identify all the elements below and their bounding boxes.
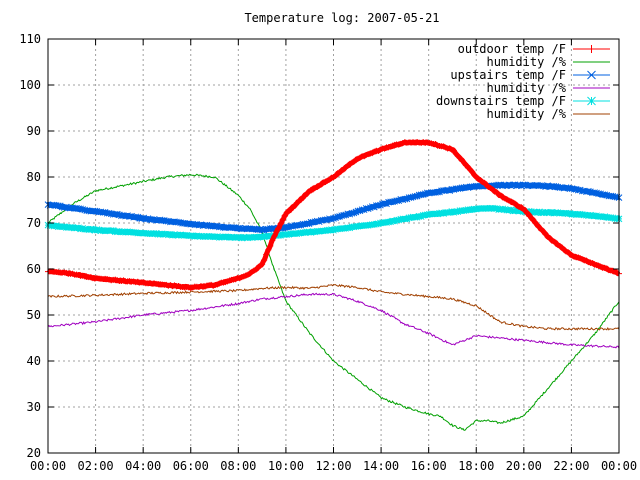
series-2 bbox=[44, 181, 623, 234]
y-tick-label: 100 bbox=[19, 78, 41, 92]
series-3 bbox=[47, 292, 620, 349]
y-tick-label: 70 bbox=[27, 216, 41, 230]
legend-label: upstairs temp /F bbox=[450, 68, 566, 82]
series-line bbox=[47, 292, 620, 349]
chart-title: Temperature log: 2007-05-21 bbox=[244, 11, 439, 25]
series-line bbox=[47, 173, 620, 431]
series-5 bbox=[47, 283, 620, 331]
x-tick-label: 06:00 bbox=[173, 459, 209, 473]
legend-marker bbox=[587, 96, 596, 106]
legend-label: outdoor temp /F bbox=[458, 42, 566, 56]
axes: 20 30 40 50 60 70 80 90 100 110 00:00 02:00 04:00 06:… bbox=[19, 32, 637, 473]
legend-marker bbox=[587, 70, 596, 80]
x-tick-label: 14:00 bbox=[363, 459, 399, 473]
y-tick-label: 60 bbox=[27, 262, 41, 276]
y-tick-label: 80 bbox=[27, 170, 41, 184]
y-tick-label: 50 bbox=[27, 308, 41, 322]
y-tick-label: 20 bbox=[27, 446, 41, 460]
series-line bbox=[47, 283, 620, 331]
x-tick-label: 10:00 bbox=[268, 459, 304, 473]
x-tick-label: 00:00 bbox=[601, 459, 637, 473]
x-tick-label: 08:00 bbox=[220, 459, 256, 473]
legend-marker bbox=[587, 45, 596, 53]
y-tick-label: 110 bbox=[19, 32, 41, 46]
x-tick-label: 20:00 bbox=[506, 459, 542, 473]
legend-label: humidity /% bbox=[487, 107, 567, 121]
series-1 bbox=[47, 173, 620, 431]
y-tick-label: 90 bbox=[27, 124, 41, 138]
y-tick-label: 30 bbox=[27, 400, 41, 414]
legend-label: humidity /% bbox=[487, 81, 567, 95]
x-tick-label: 16:00 bbox=[411, 459, 447, 473]
y-tick-label: 40 bbox=[27, 354, 41, 368]
legend-label: downstairs temp /F bbox=[436, 94, 566, 108]
x-tick-label: 12:00 bbox=[315, 459, 351, 473]
series-layer bbox=[44, 138, 623, 431]
x-tick-label: 18:00 bbox=[458, 459, 494, 473]
x-tick-label: 04:00 bbox=[125, 459, 161, 473]
legend-label: humidity /% bbox=[487, 55, 567, 69]
x-tick-label: 00:00 bbox=[30, 459, 66, 473]
x-tick-label: 22:00 bbox=[553, 459, 589, 473]
x-tick-label: 02:00 bbox=[78, 459, 114, 473]
